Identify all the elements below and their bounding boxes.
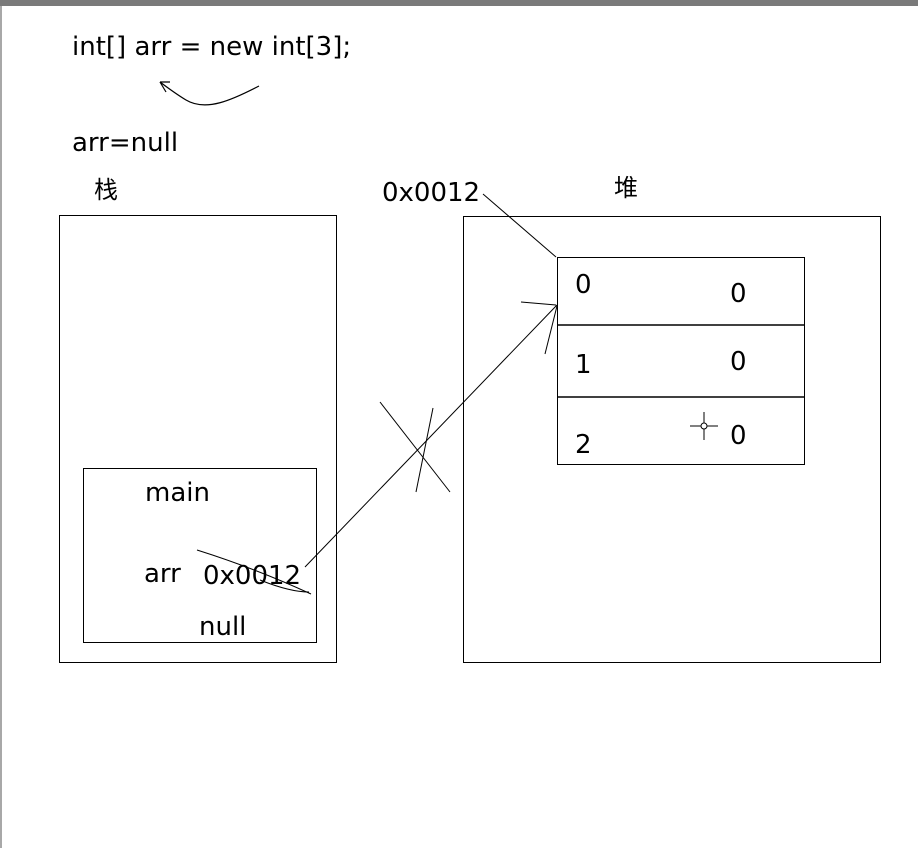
cut-mark-icon — [415, 407, 434, 493]
array-value-1: 0 — [730, 347, 747, 377]
variable-name-arr: arr — [144, 559, 181, 589]
crosshair-cursor-icon — [700, 422, 708, 430]
cut-mark-icon — [379, 401, 451, 493]
variable-new-value: null — [199, 612, 247, 642]
code-line-declaration: int[] arr = new int[3]; — [72, 32, 352, 62]
frame-name-main: main — [145, 478, 210, 508]
heap-array-object — [557, 257, 805, 465]
heap-title: 堆 — [614, 174, 638, 202]
curved-arrow-head-icon — [159, 81, 170, 93]
array-value-0: 0 — [730, 279, 747, 309]
window-left-border — [0, 6, 2, 848]
window-top-border — [0, 0, 918, 6]
reference-arrow — [304, 304, 558, 568]
strikethrough-old-value — [196, 549, 312, 595]
address-connector-line — [482, 193, 557, 258]
heap-address-label: 0x0012 — [382, 178, 481, 208]
variable-old-value: 0x0012 — [203, 561, 302, 591]
array-index-0: 0 — [575, 270, 592, 300]
code-line-null-assignment: arr=null — [72, 128, 179, 158]
strikethrough-old-value — [259, 579, 310, 593]
array-index-2: 2 — [575, 430, 592, 460]
reference-arrowhead-icon — [520, 301, 558, 355]
curved-arrow-icon — [159, 81, 260, 106]
array-value-2: 0 — [730, 421, 747, 451]
stack-title: 栈 — [94, 176, 118, 204]
stack-area — [59, 215, 337, 663]
array-index-1: 1 — [575, 350, 592, 380]
heap-area — [463, 216, 881, 663]
